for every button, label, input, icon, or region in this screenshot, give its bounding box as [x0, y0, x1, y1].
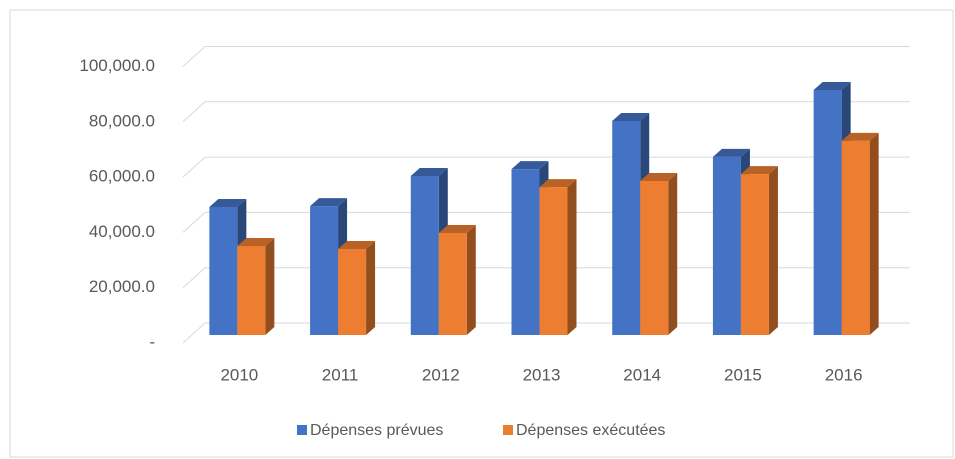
bar-face: [338, 241, 376, 250]
bar-face: [438, 224, 476, 233]
x-tick-label: 2012: [422, 365, 460, 384]
bar-face: [237, 245, 266, 335]
bar: [640, 172, 678, 335]
grid-line: [182, 46, 910, 67]
legend-swatch: [297, 425, 307, 435]
bar-face: [640, 180, 669, 335]
bar-face: [209, 198, 247, 207]
bar-face: [265, 237, 275, 335]
x-tick-label: 2010: [220, 365, 258, 384]
bar-face: [539, 187, 568, 335]
y-tick-label: 40,000.0: [89, 222, 155, 241]
bar-face: [567, 179, 577, 335]
bar-face: [740, 174, 769, 335]
y-tick-label: 100,000.0: [79, 56, 155, 75]
bar-face: [813, 82, 851, 91]
x-tick-label: 2013: [523, 365, 561, 384]
y-tick-label: 80,000.0: [89, 111, 155, 130]
bar: [438, 224, 476, 335]
bar: [237, 237, 275, 335]
x-tick-label: 2014: [623, 365, 661, 384]
bar-face: [410, 176, 439, 335]
grid-line: [182, 101, 910, 123]
bar-face: [768, 166, 778, 335]
bar-face: [612, 120, 641, 335]
chart-frame: [9, 9, 954, 458]
bar-face: [612, 112, 650, 121]
grid-line: [182, 156, 910, 178]
legend-label: Dépenses prévues: [310, 422, 443, 439]
bar-face: [511, 169, 540, 335]
bar: [841, 132, 879, 335]
bar-face: [410, 168, 448, 177]
bar-face: [640, 172, 678, 181]
bar-face: [466, 224, 476, 335]
bar-face: [511, 161, 549, 170]
legend-label: Dépenses exécutées: [516, 422, 665, 439]
bar-face: [366, 241, 376, 335]
bar-face: [841, 132, 879, 141]
bar: [740, 166, 778, 335]
bar-face: [869, 132, 879, 335]
y-tick-label: 60,000.0: [89, 167, 155, 186]
bar: [338, 241, 376, 335]
bar-face: [209, 206, 238, 335]
bar-face: [539, 179, 577, 188]
bar-face: [438, 232, 467, 335]
bar-face: [740, 166, 778, 175]
x-tick-label: 2016: [825, 365, 863, 384]
bar-face: [310, 198, 348, 207]
bar-face: [712, 156, 741, 335]
x-tick-label: 2015: [724, 365, 762, 384]
bar: [539, 179, 577, 335]
legend-swatch: [503, 425, 513, 435]
bar-face: [841, 140, 870, 335]
y-tick-label: -: [149, 332, 155, 351]
bar-face: [338, 249, 367, 335]
bar-face: [237, 237, 275, 246]
y-tick-label: 20,000.0: [89, 277, 155, 296]
x-tick-label: 2011: [322, 365, 359, 384]
bar-face: [712, 148, 750, 157]
bar-face: [310, 206, 339, 335]
bar-face: [668, 172, 678, 335]
bar-face: [813, 90, 842, 336]
